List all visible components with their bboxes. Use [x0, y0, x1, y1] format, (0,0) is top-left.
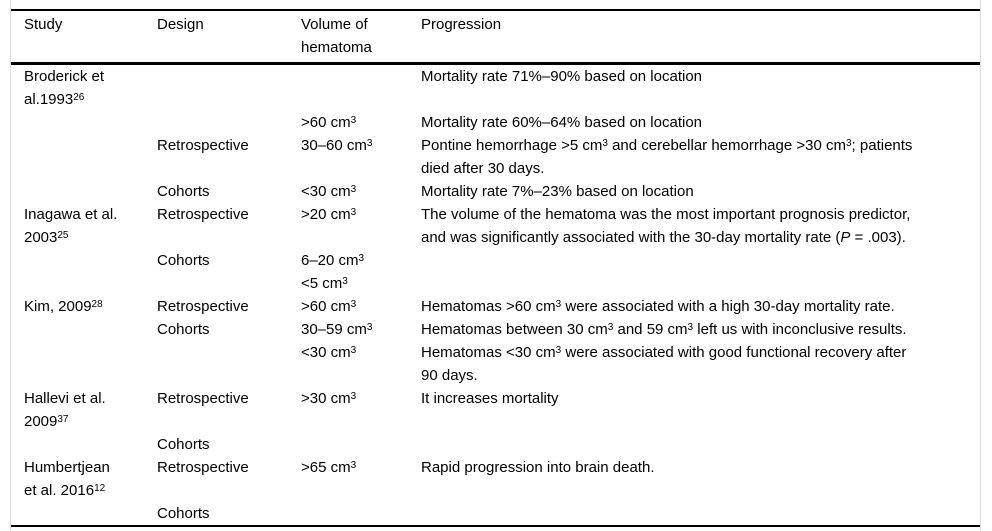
progression-cell: Mortality rate 60%–64% based on location	[421, 114, 703, 131]
progression-cell: Mortality rate 7%–23% based on location	[421, 183, 694, 200]
volume-cell: 30–60 cm3	[301, 137, 373, 154]
volume-cell: <30 cm3	[301, 344, 357, 361]
column-header-design: Design	[157, 16, 204, 33]
column-header-study: Study	[24, 16, 63, 33]
table-row: >60 cm3 Mortality rate 60%–64% based on …	[11, 111, 980, 134]
table-row: Humbertjean et al. 201612 Retrospective …	[11, 456, 980, 502]
progression-cell: Hematomas between 30 cm3 and 59 cm3 left…	[421, 321, 907, 338]
volume-cell: >30 cm3	[301, 390, 357, 407]
design-cell: Cohorts	[157, 321, 210, 338]
progression-cell: Pontine hemorrhage >5 cm3 and cerebellar…	[421, 137, 913, 177]
table-row: Cohorts <30 cm3 Mortality rate 7%–23% ba…	[11, 180, 980, 203]
design-cell: Cohorts	[157, 505, 210, 522]
study-cell: Humbertjean et al. 201612	[24, 459, 110, 499]
study-cell: Broderick et al.199326	[24, 68, 105, 108]
progression-cell: Rapid progression into brain death.	[421, 459, 655, 476]
header-rule	[11, 62, 980, 65]
table-frame: Study Design Volume of hematoma Progress…	[10, 0, 981, 531]
progression-cell: Hematomas >60 cm3 were associated with a…	[421, 298, 895, 315]
volume-cell: 6–20 cm3	[301, 252, 365, 269]
design-cell: Cohorts	[157, 183, 210, 200]
progression-cell: Mortality rate 71%–90% based on location	[421, 68, 703, 85]
table-body: Broderick et al.199326 Mortality rate 71…	[11, 65, 980, 525]
table-row: Cohorts 6–20 cm3	[11, 249, 980, 272]
column-header-progression: Progression	[421, 16, 502, 33]
table-header: Study Design Volume of hematoma Progress…	[11, 11, 980, 62]
table-row: Inagawa et al. 200325 Retrospective >20 …	[11, 203, 980, 249]
progression-cell: It increases mortality	[421, 390, 559, 407]
volume-cell: <5 cm3	[301, 275, 348, 292]
volume-cell: >65 cm3	[301, 459, 357, 476]
study-cell: Hallevi et al. 200937	[24, 390, 106, 430]
bottom-rule	[11, 525, 980, 527]
volume-cell: <30 cm3	[301, 183, 357, 200]
design-cell: Cohorts	[157, 436, 210, 453]
design-cell: Retrospective	[157, 298, 249, 315]
design-cell: Retrospective	[157, 390, 249, 407]
table-row: Hallevi et al. 200937 Retrospective >30 …	[11, 387, 980, 433]
table-row: Cohorts	[11, 502, 980, 525]
design-cell: Retrospective	[157, 206, 249, 223]
volume-cell: 30–59 cm3	[301, 321, 373, 338]
design-cell: Cohorts	[157, 252, 210, 269]
table-row: Kim, 200928 Retrospective >60 cm3 Hemato…	[11, 295, 980, 318]
volume-cell: >60 cm3	[301, 298, 357, 315]
table-row: Cohorts 30–59 cm3 Hematomas between 30 c…	[11, 318, 980, 341]
design-cell: Retrospective	[157, 137, 249, 154]
table-row: <5 cm3	[11, 272, 980, 295]
design-cell: Retrospective	[157, 459, 249, 476]
volume-cell: >20 cm3	[301, 206, 357, 223]
progression-cell: The volume of the hematoma was the most …	[421, 206, 911, 246]
volume-cell: >60 cm3	[301, 114, 357, 131]
column-header-volume: Volume of hematoma	[301, 16, 372, 56]
table-row: Retrospective 30–60 cm3 Pontine hemorrha…	[11, 134, 980, 180]
top-rule	[11, 9, 980, 11]
table-row: <30 cm3 Hematomas <30 cm3 were associate…	[11, 341, 980, 387]
progression-cell: Hematomas <30 cm3 were associated with g…	[421, 344, 907, 384]
table-row: Broderick et al.199326 Mortality rate 71…	[11, 65, 980, 111]
study-cell: Inagawa et al. 200325	[24, 206, 118, 246]
study-cell: Kim, 200928	[24, 298, 103, 315]
table-row: Cohorts	[11, 433, 980, 456]
